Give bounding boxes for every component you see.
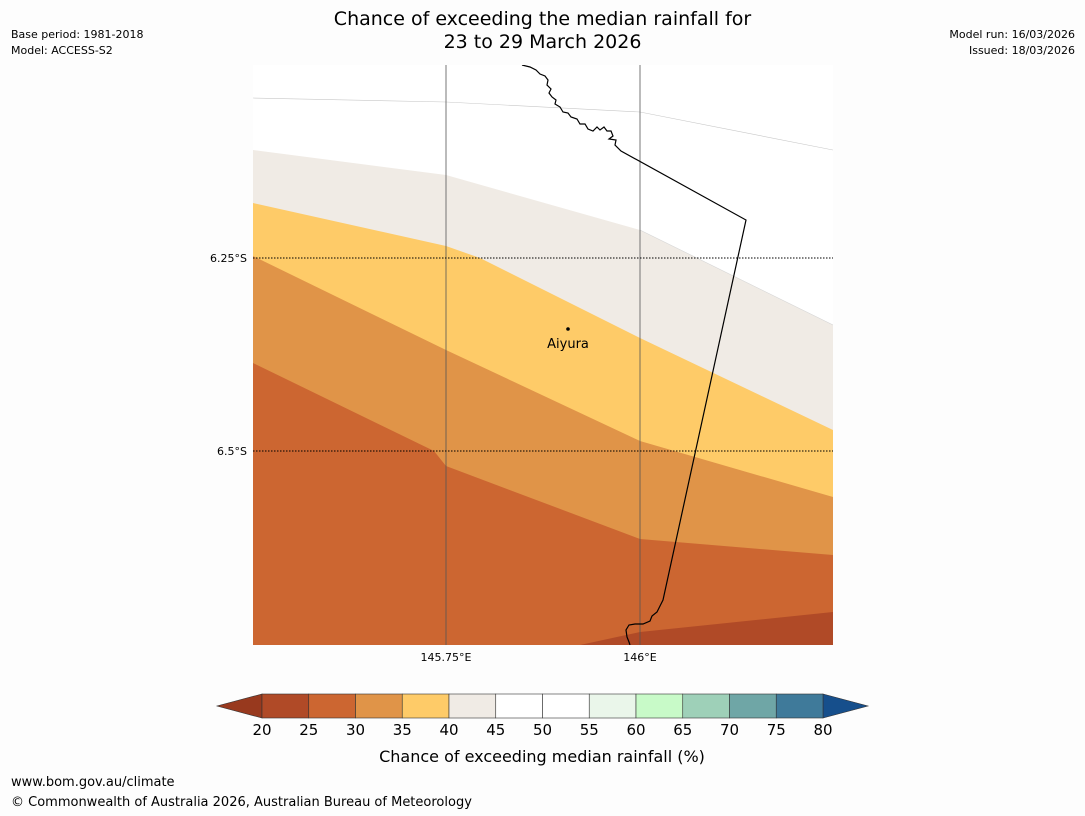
colorbar-segment [308, 693, 356, 719]
place-label: Aiyura [547, 337, 589, 352]
region-20-25 [580, 612, 833, 645]
colorbar-segment [355, 693, 403, 719]
lon-label: 145.75°E [421, 651, 472, 664]
contour-line [253, 97, 833, 151]
colorbar-tick-label: 60 [626, 721, 645, 739]
colorbar-tick-label: 25 [299, 721, 318, 739]
colorbar-segment [448, 693, 497, 719]
colorbar-tick-label: 40 [439, 721, 458, 739]
colorbar-segment [775, 693, 824, 719]
colorbar-tick-label: 35 [393, 721, 412, 739]
colorbar-tick-label: 30 [346, 721, 365, 739]
source-url[interactable]: www.bom.gov.au/climate [11, 775, 175, 790]
lat-label: 6.25°S [210, 252, 247, 265]
colorbar-segment [261, 693, 310, 719]
colorbar-title: Chance of exceeding median rainfall (%) [379, 747, 705, 766]
colorbar-segment [682, 693, 730, 719]
place-marker [566, 327, 570, 331]
colorbar-tick-label: 65 [673, 721, 692, 739]
map-title: Chance of exceeding the median rainfall … [0, 8, 1085, 54]
map-title-line1: Chance of exceeding the median rainfall … [333, 8, 752, 30]
lat-label: 6.5°S [217, 445, 247, 458]
colorbar-segment [401, 693, 450, 719]
colorbar-segment [729, 693, 777, 719]
colorbar-segment [495, 693, 543, 719]
lon-label: 146°E [623, 651, 656, 664]
colorbar-tick-label: 80 [813, 721, 832, 739]
colorbar-segment [542, 693, 590, 719]
contour-line [639, 229, 833, 326]
copyright-text: © Commonwealth of Australia 2026, Austra… [11, 795, 472, 810]
model-info: Base period: 1981-2018 Model: ACCESS-S2 [11, 27, 143, 59]
map-panel [253, 65, 833, 645]
colorbar-tick-label: 55 [580, 721, 599, 739]
colorbar-segment [588, 693, 637, 719]
base-period-text: Base period: 1981-2018 [11, 28, 144, 41]
colorbar-over-arrow [822, 693, 870, 719]
colorbar-tick-label: 70 [720, 721, 739, 739]
province-boundary [521, 65, 747, 645]
colorbar-tick-label: 20 [252, 721, 271, 739]
colorbar-tick-label: 50 [533, 721, 552, 739]
issued-date-text: Issued: 18/03/2026 [968, 44, 1075, 57]
colorbar-under-arrow [215, 693, 263, 719]
run-info: Model run: 16/03/2026 Issued: 18/03/2026 [949, 27, 1075, 59]
colorbar-tick-label: 75 [767, 721, 786, 739]
region-25-30 [253, 363, 833, 645]
model-name-text: Model: ACCESS-S2 [11, 44, 113, 57]
model-run-text: Model run: 16/03/2026 [949, 28, 1075, 41]
colorbar-segment [635, 693, 684, 719]
colorbar: 20 25 30 35 40 45 50 55 60 65 70 75 80 [215, 693, 870, 739]
colorbar-tick-label: 45 [486, 721, 505, 739]
map-title-line2: 23 to 29 March 2026 [443, 31, 642, 53]
